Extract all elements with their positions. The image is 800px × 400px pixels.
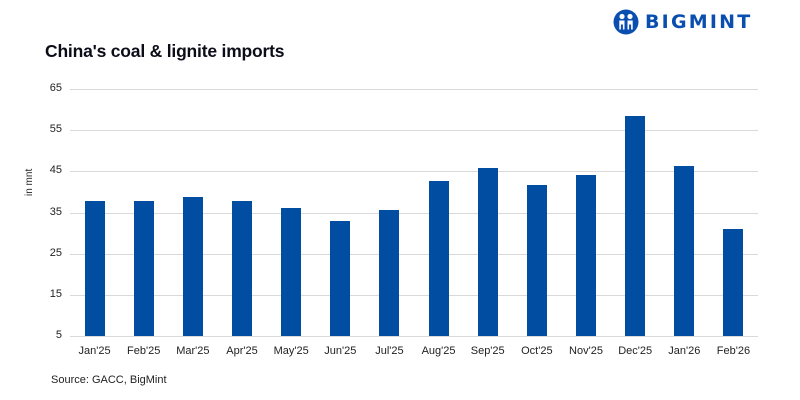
x-tick-label: Feb'25: [127, 345, 161, 357]
y-tick-label: 35: [49, 206, 62, 218]
bar: [281, 208, 302, 336]
gridline: [70, 213, 758, 214]
brand-name: BIGMINT: [645, 11, 753, 33]
y-tick-label: 15: [49, 288, 62, 300]
gridline: [70, 89, 758, 90]
y-tick-label: 45: [49, 164, 62, 176]
y-tick-label: 65: [49, 82, 62, 94]
bar: [674, 165, 695, 336]
x-tick-label: Dec'25: [618, 345, 653, 357]
x-tick-label: Jan'26: [668, 345, 701, 357]
bar: [576, 175, 596, 336]
bar: [477, 168, 498, 336]
y-tick-label: 25: [49, 247, 62, 259]
y-tick-label: 5: [55, 329, 62, 341]
x-tick-label: Feb'26: [716, 345, 751, 357]
bar: [625, 115, 646, 336]
bar: [379, 210, 400, 336]
gridline: [70, 295, 758, 296]
x-tick-label: Nov'25: [569, 345, 603, 357]
y-tick-label: 55: [49, 123, 62, 135]
x-tick-label: Jan'25: [78, 345, 111, 357]
x-tick-label: Jul'25: [375, 345, 404, 357]
gridline: [70, 336, 758, 337]
x-tick-label: Apr'25: [226, 345, 258, 357]
bar: [133, 200, 154, 336]
bar: [84, 200, 105, 336]
bigmint-people-icon: [613, 9, 639, 35]
bar: [232, 201, 252, 336]
gridline: [70, 254, 758, 255]
x-tick-label: Mar'25: [176, 345, 210, 357]
brand-logo: BIGMINT: [613, 9, 752, 35]
bar: [428, 181, 449, 336]
gridline: [70, 171, 758, 172]
bar: [526, 184, 547, 336]
x-tick-label: Oct'25: [521, 345, 553, 357]
x-tick-label: Sep'25: [470, 345, 505, 357]
x-tick-label: May'25: [273, 345, 309, 357]
bar: [182, 197, 203, 336]
bar: [330, 221, 351, 336]
x-tick-label: Aug'25: [421, 345, 456, 357]
source-note: Source: GACC, BigMint: [51, 374, 167, 386]
x-tick-label: Jun'25: [324, 345, 357, 357]
chart-title: China's coal & lignite imports: [45, 41, 285, 61]
gridline: [70, 130, 758, 131]
bar: [723, 229, 744, 336]
